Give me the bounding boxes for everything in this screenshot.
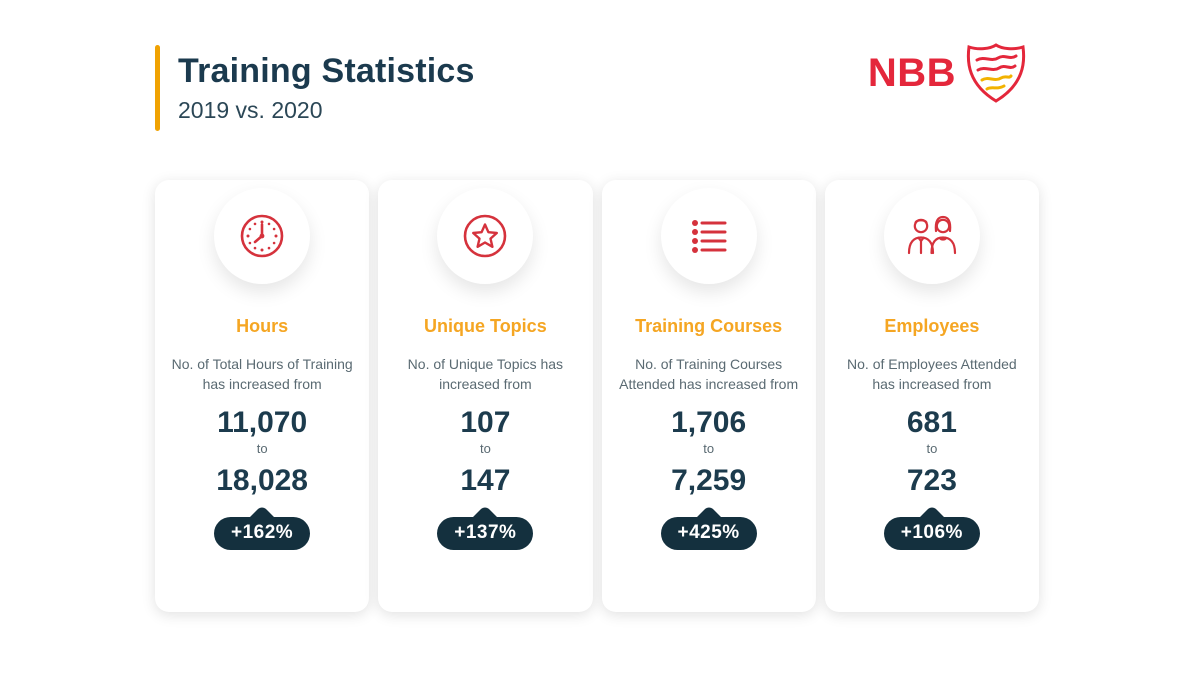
badge-value: +162% bbox=[214, 516, 311, 550]
value-from: 107 bbox=[460, 405, 511, 439]
header: Training Statistics 2019 vs. 2020 bbox=[155, 45, 475, 131]
nbb-logo-text: NBB bbox=[867, 50, 956, 95]
badge-value: +137% bbox=[437, 516, 534, 550]
to-label: to bbox=[479, 440, 491, 456]
icon-circle bbox=[660, 188, 757, 284]
value-to: 7,259 bbox=[671, 463, 747, 497]
card-title: Training Courses bbox=[635, 316, 783, 336]
icon-circle bbox=[883, 188, 980, 284]
card-description: No. of Training Courses Attended has inc… bbox=[619, 356, 799, 393]
value-to: 147 bbox=[460, 463, 511, 497]
page-subtitle: 2019 vs. 2020 bbox=[178, 97, 323, 124]
badge-value: +106% bbox=[883, 516, 980, 550]
value-from: 11,070 bbox=[217, 405, 308, 439]
card-description: No. of Employees Attended has increased … bbox=[847, 356, 1017, 393]
card-description: No. of Total Hours of Training has incre… bbox=[171, 356, 353, 393]
increase-badge: +425% bbox=[660, 504, 757, 550]
increase-badge: +106% bbox=[883, 504, 980, 550]
stat-cards-row: Hours No. of Total Hours of Training has… bbox=[155, 180, 1039, 612]
card-title: Unique Topics bbox=[424, 316, 547, 336]
people-icon bbox=[907, 215, 956, 255]
value-from: 681 bbox=[906, 405, 957, 439]
stat-card-employees: Employees No. of Employees Attended has … bbox=[824, 180, 1039, 612]
stat-card-unique-topics: Unique Topics No. of Unique Topics has i… bbox=[378, 180, 593, 612]
stat-card-hours: Hours No. of Total Hours of Training has… bbox=[155, 180, 370, 612]
accent-bar bbox=[155, 45, 160, 131]
to-label: to bbox=[926, 440, 938, 456]
increase-badge: +137% bbox=[437, 504, 534, 550]
badge-value: +425% bbox=[660, 516, 757, 550]
card-title: Hours bbox=[236, 316, 289, 336]
to-label: to bbox=[703, 440, 715, 456]
star-circle-icon bbox=[464, 214, 507, 258]
card-description: No. of Unique Topics has increased from bbox=[407, 356, 564, 393]
nbb-shield-emblem-icon bbox=[966, 43, 1026, 103]
increase-badge: +162% bbox=[214, 504, 311, 550]
page-title: Training Statistics bbox=[178, 51, 475, 90]
value-to: 18,028 bbox=[216, 463, 308, 497]
value-from: 1,706 bbox=[671, 405, 747, 439]
icon-circle bbox=[437, 188, 534, 284]
list-icon bbox=[691, 220, 727, 253]
value-to: 723 bbox=[906, 463, 957, 497]
to-label: to bbox=[256, 440, 268, 456]
stat-card-training-courses: Training Courses No. of Training Courses… bbox=[601, 180, 816, 612]
nbb-logo: NBB bbox=[868, 42, 1028, 104]
clock-icon bbox=[240, 214, 284, 258]
card-title: Employees bbox=[884, 316, 980, 336]
title-block: Training Statistics 2019 vs. 2020 bbox=[178, 45, 475, 131]
icon-circle bbox=[214, 188, 311, 284]
